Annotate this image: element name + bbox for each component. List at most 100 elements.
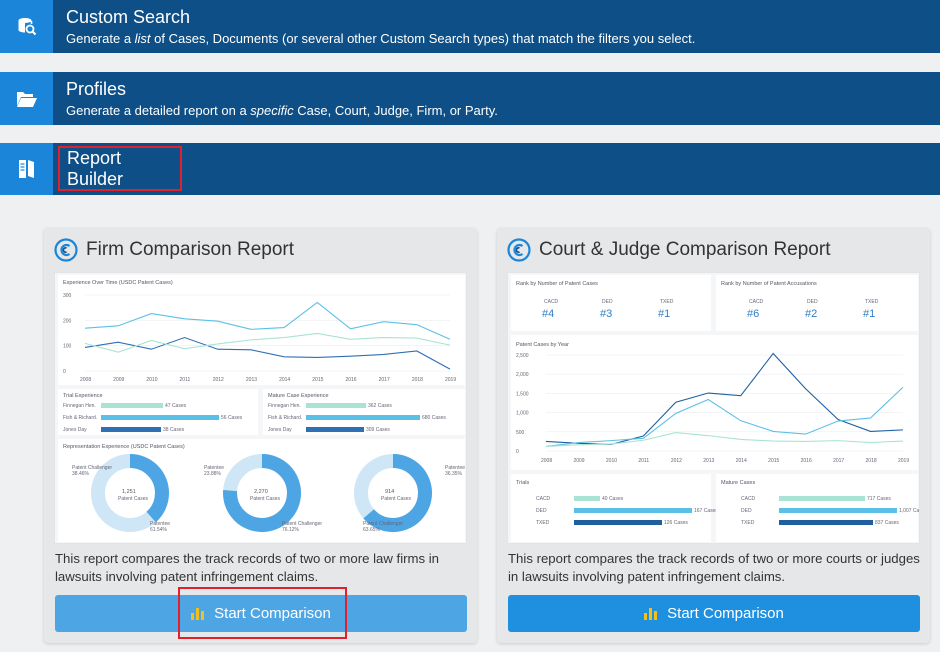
rank-value: #4 [542, 308, 554, 320]
court-start-comparison-button[interactable]: Start Comparison [508, 595, 920, 632]
donut-segment [91, 454, 169, 532]
bar-row-value: 717 Cases [867, 496, 891, 502]
bar-row-value: 38 Cases [163, 427, 185, 433]
x-tick-label: 2014 [279, 377, 290, 383]
donut-label-a: Patentee [445, 465, 465, 471]
bar-row-label: TXED [741, 520, 755, 526]
x-tick-label: 2017 [379, 377, 390, 383]
donut-label-a: Patentee [204, 465, 224, 471]
x-tick-label: 2010 [606, 458, 617, 464]
bar-row-label: Fish & Richard. [268, 415, 302, 421]
bar-row-value: 1,007 Cases [899, 508, 920, 514]
x-tick-label: 2008 [541, 458, 552, 464]
x-tick-label: 2017 [833, 458, 844, 464]
series-line [545, 386, 904, 447]
donut-pct-b: 63.65% [363, 527, 381, 533]
x-tick-label: 2009 [573, 458, 584, 464]
rank-court: CACD [544, 299, 559, 305]
series-line [84, 301, 451, 340]
firm-report-description: This report compares the track records o… [55, 551, 440, 584]
bar-row-bar [779, 508, 897, 513]
y-tick-label: 0 [63, 369, 66, 375]
bar-row-bar [779, 520, 873, 525]
bar-row-bar [306, 415, 420, 420]
firm-comparison-card: Firm Comparison Report Experience Over T… [44, 228, 477, 643]
rank-value: #1 [863, 308, 875, 320]
bar-row-value: 167 Cases [694, 508, 718, 514]
donut-total: 1,251 [122, 489, 136, 495]
donut-unit: Patent Cases [250, 496, 281, 502]
y-tick-label: 100 [63, 344, 72, 350]
mature-cases-title: Mature Cases [721, 480, 755, 486]
x-tick-label: 2018 [866, 458, 877, 464]
rank-value: #3 [600, 308, 612, 320]
x-tick-label: 2011 [180, 377, 191, 383]
bar-row-label: CACD [536, 496, 551, 502]
bar-row-bar [574, 508, 692, 513]
bar-row-label: Finnegan Hen. [268, 403, 301, 409]
x-tick-label: 2018 [412, 377, 423, 383]
y-tick-label: 1,000 [516, 411, 529, 417]
rank-court: DED [602, 299, 613, 305]
firm-report-title: Firm Comparison Report [86, 239, 294, 260]
x-tick-label: 2016 [801, 458, 812, 464]
bar-row-label: Jones Day [268, 427, 292, 433]
bar-row-label: Fish & Richard. [63, 415, 97, 421]
bar-row-bar [306, 403, 366, 408]
rank-value: #1 [658, 308, 670, 320]
firm-start-comparison-button[interactable]: Start Comparison [55, 595, 467, 632]
y-tick-label: 2,000 [516, 372, 529, 378]
series-line [84, 332, 451, 353]
donut-segment [223, 454, 301, 532]
profiles-bar[interactable]: Profiles Generate a detailed report on a… [0, 72, 940, 125]
mature-title: Mature Case Experience [268, 393, 329, 399]
donut-pct-b: 76.12% [282, 527, 300, 533]
bar-row-value: 47 Cases [165, 403, 187, 409]
bar-row-bar [779, 496, 865, 501]
x-tick-label: 2014 [736, 458, 747, 464]
bar-row-value: 40 Cases [602, 496, 624, 502]
bar-row-label: DED [536, 508, 547, 514]
bar-row-label: TXED [536, 520, 550, 526]
court-report-preview: Rank by Number of Patent Cases CACD #4 DED… [507, 272, 920, 544]
x-tick-label: 2010 [146, 377, 157, 383]
y-tick-label: 500 [516, 430, 525, 436]
series-line [545, 432, 904, 447]
rank-accusations-panel [716, 275, 918, 331]
x-tick-label: 2015 [768, 458, 779, 464]
donut-label-b: Patent Challenger [363, 521, 403, 527]
bar-row-value: 680 Cases [422, 415, 446, 421]
report-builder-title: Report Builder [58, 146, 182, 191]
bar-row-bar [574, 496, 600, 501]
bar-row-label: Finnegan Hen. [63, 403, 96, 409]
bar-row-label: DED [741, 508, 752, 514]
rank-value: #2 [805, 308, 817, 320]
y-tick-label: 1,500 [516, 391, 529, 397]
representation-title: Representation Experience (USDC Patent C… [63, 444, 185, 450]
rank-court: TXED [865, 299, 879, 305]
court-start-comparison-label: Start Comparison [667, 605, 784, 622]
donut-pct-a: 38.46% [72, 471, 90, 477]
x-tick-label: 2013 [703, 458, 714, 464]
donut-pct-a: 23.88% [204, 471, 222, 477]
x-tick-label: 2016 [345, 377, 356, 383]
donut-unit: Patent Cases [381, 496, 412, 502]
report-builder-bar[interactable]: Report Builder [0, 143, 940, 195]
bar-row-value: 56 Cases [221, 415, 243, 421]
court-report-title: Court & Judge Comparison Report [539, 239, 831, 260]
firm-start-comparison-label: Start Comparison [214, 605, 331, 622]
bar-row-bar [306, 427, 364, 432]
y-tick-label: 200 [63, 318, 72, 324]
donut-label-b: Patentee [150, 521, 170, 527]
rank-court: CACD [749, 299, 764, 305]
series-line [84, 336, 451, 370]
bar-row-value: 362 Cases [368, 403, 392, 409]
bar-row-value: 126 Cases [664, 520, 688, 526]
custom-search-bar[interactable]: Custom Search Generate a list of Cases, … [0, 0, 940, 53]
donut-unit: Patent Cases [118, 496, 149, 502]
y-tick-label: 300 [63, 293, 72, 299]
donut-total: 2,270 [254, 489, 268, 495]
donut-label-a: Patent Challenger [72, 465, 112, 471]
database-search-icon [0, 0, 53, 53]
donut-label-b: Patent Challenger [282, 521, 322, 527]
